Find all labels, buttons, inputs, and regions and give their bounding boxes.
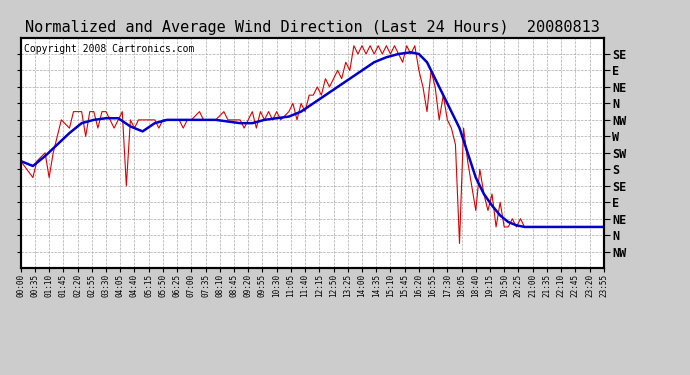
Title: Normalized and Average Wind Direction (Last 24 Hours)  20080813: Normalized and Average Wind Direction (L… [25,20,600,35]
Text: Copyright 2008 Cartronics.com: Copyright 2008 Cartronics.com [23,44,194,54]
